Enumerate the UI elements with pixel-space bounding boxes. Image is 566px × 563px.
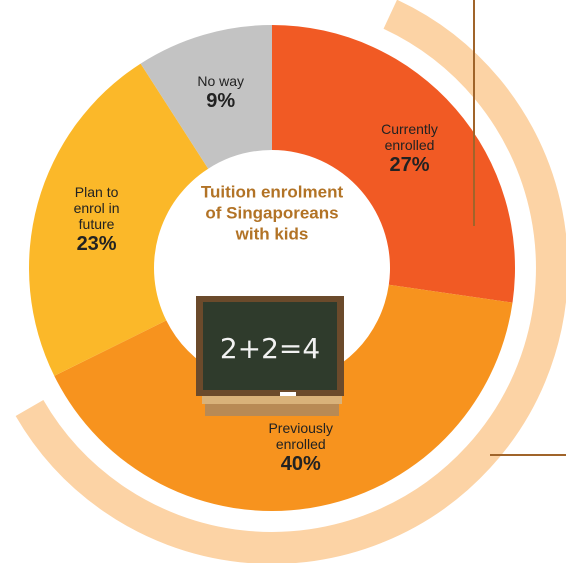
category-label: Currently enrolled — [381, 120, 438, 153]
value-label: 27% — [389, 153, 430, 176]
chart-title: Tuition enrolment of Singaporeans with k… — [200, 182, 344, 244]
chalkboard-icon: 2+2=4 — [196, 296, 344, 416]
value-label: 23% — [76, 232, 117, 255]
donut-slice — [140, 24, 272, 169]
slice-label: Previously enrolled 40% — [256, 420, 346, 476]
svg-text:2+2=4: 2+2=4 — [220, 332, 320, 365]
donut-slice — [29, 63, 209, 376]
value-label: 9% — [206, 90, 236, 113]
category-label: Plan to enrol in future — [73, 183, 120, 232]
slice-label: Currently enrolled 27% — [370, 121, 450, 177]
donut-slice — [272, 25, 515, 303]
slice-label: Plan to enrol in future 23% — [62, 184, 132, 256]
category-label: No way — [197, 73, 245, 90]
value-label: 40% — [280, 452, 321, 475]
category-label: Previously enrolled — [268, 419, 334, 452]
slice-label: No way 9% — [181, 73, 261, 113]
decorative-ring — [15, 0, 566, 563]
